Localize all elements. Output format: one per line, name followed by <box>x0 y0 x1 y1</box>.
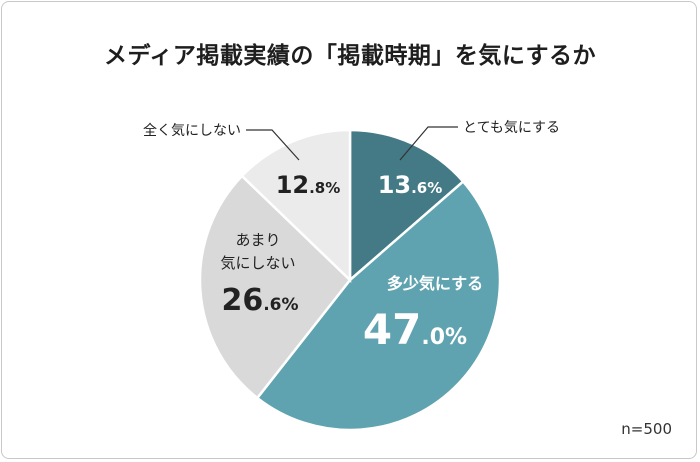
label-amari-line1: あまり <box>235 231 280 249</box>
slice-tashou <box>255 179 502 432</box>
slice-amari <box>198 174 352 400</box>
value-mattaku-int: 12 <box>276 171 309 199</box>
label-tashou: 多少気にする <box>387 274 483 293</box>
value-tashou: 47.0% <box>363 305 467 354</box>
value-mattaku: 12.8% <box>276 171 341 199</box>
leader-line-mattaku <box>246 129 300 161</box>
value-tashou-int: 47 <box>363 305 421 354</box>
label-amari-line2: 気にしない <box>220 254 295 272</box>
slice-totemo <box>348 128 465 283</box>
value-tashou-dec: .0% <box>421 325 467 350</box>
leader-line-totemo <box>399 126 458 161</box>
value-mattaku-dec: .8% <box>309 179 340 197</box>
chart-title: メディア掲載実績の「掲載時期」を気にするか <box>103 43 597 69</box>
sample-size: n=500 <box>621 420 672 438</box>
label-totemo: とても気にする <box>463 120 560 136</box>
value-totemo-int: 13 <box>378 171 411 199</box>
value-totemo-dec: .6% <box>411 179 442 197</box>
value-amari-dec: .6% <box>263 295 298 315</box>
slice-mattaku <box>240 128 352 283</box>
value-totemo: 13.6% <box>378 171 443 199</box>
label-mattaku: 全く気にしない <box>143 122 241 139</box>
value-amari-int: 26 <box>221 283 263 318</box>
pie-slices <box>198 128 502 432</box>
value-amari: 26.6% <box>221 283 298 318</box>
